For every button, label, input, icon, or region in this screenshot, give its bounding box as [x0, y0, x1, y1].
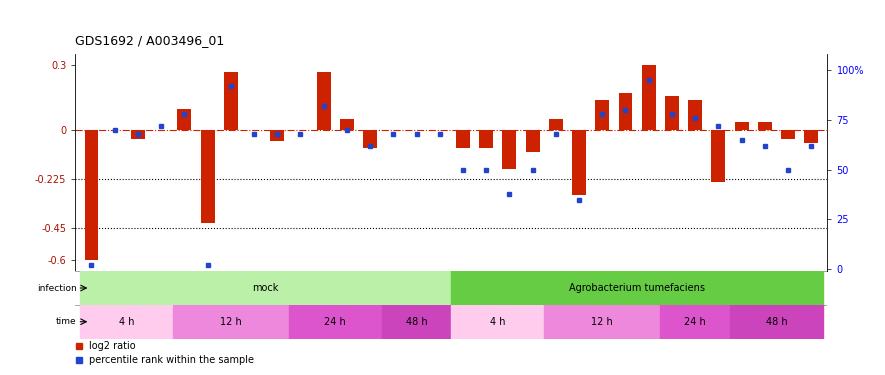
Text: log2 ratio: log2 ratio — [88, 341, 135, 351]
Bar — [80, 271, 451, 305]
Bar — [201, 130, 214, 224]
Text: time: time — [56, 317, 76, 326]
Bar — [84, 130, 98, 260]
Bar — [131, 130, 145, 139]
Bar — [712, 130, 726, 182]
Text: 12 h: 12 h — [219, 317, 242, 327]
Bar — [381, 305, 451, 339]
Bar — [642, 65, 656, 130]
Text: infection: infection — [36, 284, 76, 292]
Bar — [730, 305, 823, 339]
Text: GDS1692 / A003496_01: GDS1692 / A003496_01 — [75, 34, 225, 47]
Bar — [317, 72, 331, 130]
Bar — [804, 130, 819, 143]
Bar — [363, 130, 377, 148]
Bar — [549, 119, 563, 130]
Bar — [735, 122, 749, 130]
Text: mock: mock — [252, 283, 279, 293]
Bar — [596, 100, 609, 130]
Bar — [503, 130, 516, 169]
Text: 4 h: 4 h — [490, 317, 505, 327]
Bar — [270, 130, 284, 141]
Text: 48 h: 48 h — [766, 317, 788, 327]
Bar — [173, 305, 289, 339]
Bar — [80, 305, 173, 339]
Bar — [289, 305, 381, 339]
Bar — [451, 305, 544, 339]
Bar — [479, 130, 493, 148]
Bar — [689, 100, 702, 130]
Bar — [526, 130, 540, 152]
Bar — [660, 305, 730, 339]
Bar — [451, 271, 823, 305]
Bar — [665, 96, 679, 130]
Text: 48 h: 48 h — [405, 317, 427, 327]
Text: percentile rank within the sample: percentile rank within the sample — [88, 355, 254, 365]
Bar — [224, 72, 238, 130]
Text: 24 h: 24 h — [325, 317, 346, 327]
Text: 24 h: 24 h — [684, 317, 706, 327]
Bar — [544, 305, 660, 339]
Text: Agrobacterium tumefaciens: Agrobacterium tumefaciens — [569, 283, 705, 293]
Text: 4 h: 4 h — [119, 317, 134, 327]
Bar — [758, 122, 772, 130]
Bar — [340, 119, 354, 130]
Text: 12 h: 12 h — [591, 317, 613, 327]
Bar — [619, 93, 633, 130]
Bar — [572, 130, 586, 195]
Bar — [177, 109, 191, 130]
Bar — [781, 130, 795, 139]
Bar — [456, 130, 470, 148]
